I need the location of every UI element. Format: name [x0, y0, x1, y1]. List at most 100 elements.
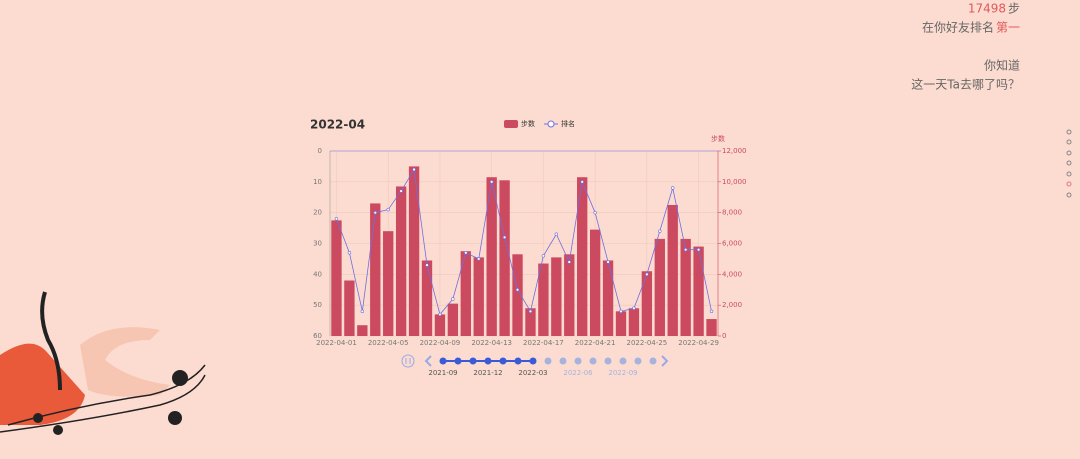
legend-label: 排名 [561, 119, 575, 128]
nav-dot[interactable] [1066, 192, 1072, 198]
rank: 第一 [996, 21, 1020, 35]
y-tick-label: 60 [313, 332, 322, 340]
line-point [399, 189, 403, 193]
line-point [347, 251, 352, 255]
timeline-dot[interactable] [559, 357, 567, 365]
bar [512, 254, 523, 336]
y-tick-label: 40 [313, 270, 322, 278]
timeline-dot[interactable] [484, 357, 492, 365]
timeline-label: 2021-12 [473, 369, 502, 377]
play-button[interactable] [401, 354, 415, 368]
timeline-dot[interactable] [499, 357, 507, 365]
bar [486, 177, 497, 336]
question: 这一天Ta去哪了吗？ [911, 77, 1020, 92]
line-point [567, 260, 571, 264]
bar [680, 238, 691, 336]
y-tick-label: 20 [313, 209, 322, 217]
timeline-dot[interactable] [544, 357, 552, 365]
line-point [412, 167, 416, 172]
illustration [0, 291, 206, 435]
legend-swatch [504, 120, 518, 128]
y2-tick-label: 10,000 [722, 178, 747, 186]
line-point [696, 247, 701, 252]
line-point [334, 217, 339, 221]
rank-prefix: 在你好友排名 [922, 20, 994, 35]
y-tick-label: 50 [313, 301, 322, 309]
line [336, 168, 712, 316]
nav-dot[interactable] [1066, 171, 1072, 177]
line-point [632, 306, 636, 310]
bar [447, 303, 459, 336]
x-tick-label: 2022-04-17 [523, 339, 564, 347]
y-tick-label: 10 [313, 178, 322, 186]
prev-arrow[interactable] [424, 355, 432, 367]
line-point [683, 247, 688, 252]
timeline[interactable]: 2021-09 2021-12 2022-03 2022-06 2022-09 [401, 354, 669, 377]
bar [589, 229, 601, 336]
timeline-dot[interactable] [604, 357, 612, 365]
timeline-dot[interactable] [619, 357, 627, 365]
line-point [489, 180, 494, 184]
line-point [709, 309, 714, 314]
timeline-label: 2022-03 [518, 369, 547, 377]
nav-dots[interactable] [1066, 129, 1072, 198]
line-point [477, 257, 481, 261]
bar [395, 186, 407, 336]
timeline-dot[interactable] [469, 357, 477, 365]
timeline-dot[interactable] [514, 357, 522, 365]
line-point [554, 232, 559, 236]
line-point [658, 229, 662, 233]
x-tick-label: 2022-04-25 [627, 339, 668, 347]
legend-swatch [547, 120, 555, 128]
bar [641, 271, 653, 336]
timeline-dot[interactable] [529, 357, 537, 365]
x-tick-label: 2022-04-13 [471, 339, 512, 347]
timeline-dot[interactable] [634, 357, 642, 365]
x-tick-label: 2022-04-05 [368, 339, 409, 347]
timeline-dot[interactable] [454, 357, 462, 365]
next-arrow[interactable] [661, 355, 669, 367]
x-tick-label: 2022-04-29 [678, 339, 719, 347]
bar [551, 257, 562, 336]
line-point [515, 288, 520, 292]
bar [654, 238, 665, 336]
timeline-dot[interactable] [649, 357, 657, 365]
nav-dot[interactable] [1066, 129, 1072, 135]
bar [525, 308, 536, 336]
line-point [580, 180, 584, 184]
line-point [619, 309, 623, 314]
line-point [373, 210, 377, 215]
steps-unit: 步 [1008, 2, 1020, 16]
bar [615, 311, 627, 336]
bar [564, 254, 575, 336]
timeline-dot[interactable] [439, 357, 447, 365]
line-point [451, 297, 455, 301]
y2-tick-label: 8,000 [722, 209, 742, 217]
bar [706, 319, 717, 336]
x-tick-label: 2022-04-09 [420, 339, 461, 347]
line-point [502, 235, 507, 240]
y-tick-label: 30 [313, 240, 322, 248]
nav-dot[interactable] [1066, 160, 1072, 166]
bar [434, 314, 446, 336]
x-tick-label: 2022-04-01 [316, 339, 357, 347]
y2-tick-label: 6,000 [722, 240, 742, 248]
chart-title: 2022-04 [310, 118, 365, 132]
nav-dot[interactable] [1066, 181, 1072, 187]
bar [383, 231, 394, 336]
timeline-dot[interactable] [589, 357, 597, 365]
line-point [541, 254, 546, 258]
timeline-dot[interactable] [574, 357, 582, 365]
bar [667, 204, 678, 336]
bar [693, 246, 704, 336]
line-point [438, 312, 442, 317]
nav-dot[interactable] [1066, 150, 1072, 156]
bar [473, 257, 484, 336]
x-tick-label: 2022-04-21 [575, 339, 616, 347]
nav-dot[interactable] [1066, 139, 1072, 145]
bar [602, 260, 614, 336]
question: 你知道 [984, 59, 1020, 73]
timeline-label: 2022-09 [608, 369, 637, 377]
bar [421, 260, 433, 336]
